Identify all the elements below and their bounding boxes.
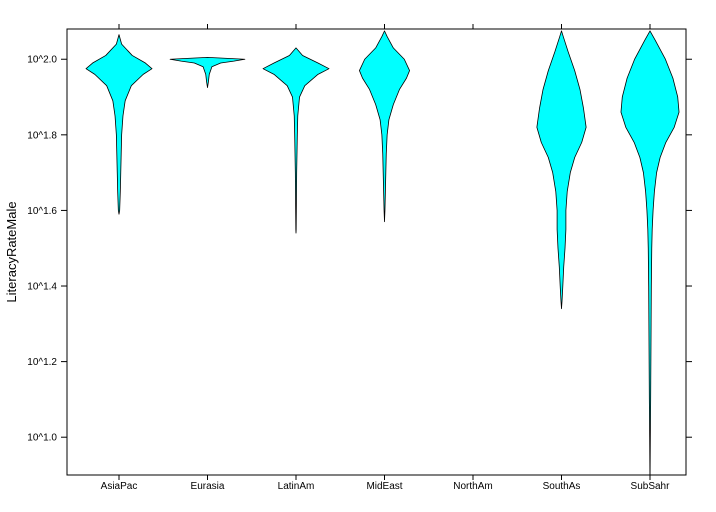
violin-asiapac [85, 34, 153, 215]
y-tick-label: 10^1.6 [27, 206, 57, 217]
y-tick-label: 10^1.0 [27, 433, 57, 444]
x-tick-label: AsiaPac [101, 481, 138, 492]
y-tick-label: 10^1.4 [27, 282, 57, 293]
y-axis-title: LiteracyRateMale [4, 201, 19, 302]
x-tick-label: NorthAm [453, 481, 492, 492]
y-tick-label: 10^2.0 [27, 55, 57, 66]
violin-subsahr [620, 30, 680, 476]
y-tick-label: 10^1.8 [27, 130, 57, 141]
x-tick-label: SubSahr [631, 481, 671, 492]
x-tick-label: LatinAm [278, 481, 315, 492]
x-tick-label: MidEast [366, 481, 402, 492]
tick-layer [61, 24, 692, 480]
violin-layer [85, 30, 680, 476]
plot-frame [66, 28, 687, 476]
y-tick-label: 10^1.2 [27, 357, 57, 368]
x-tick-label: Eurasia [191, 481, 225, 492]
label-layer: 10^1.0 10^1.2 10^1.4 10^1.6 10^1.8 10^2.0 Asia… [27, 55, 670, 492]
violin-mideast [359, 30, 410, 223]
x-tick-label: SouthAs [543, 481, 581, 492]
violin-eurasia [169, 56, 246, 88]
violin-latinam [262, 47, 330, 234]
violin-southas [536, 30, 587, 310]
